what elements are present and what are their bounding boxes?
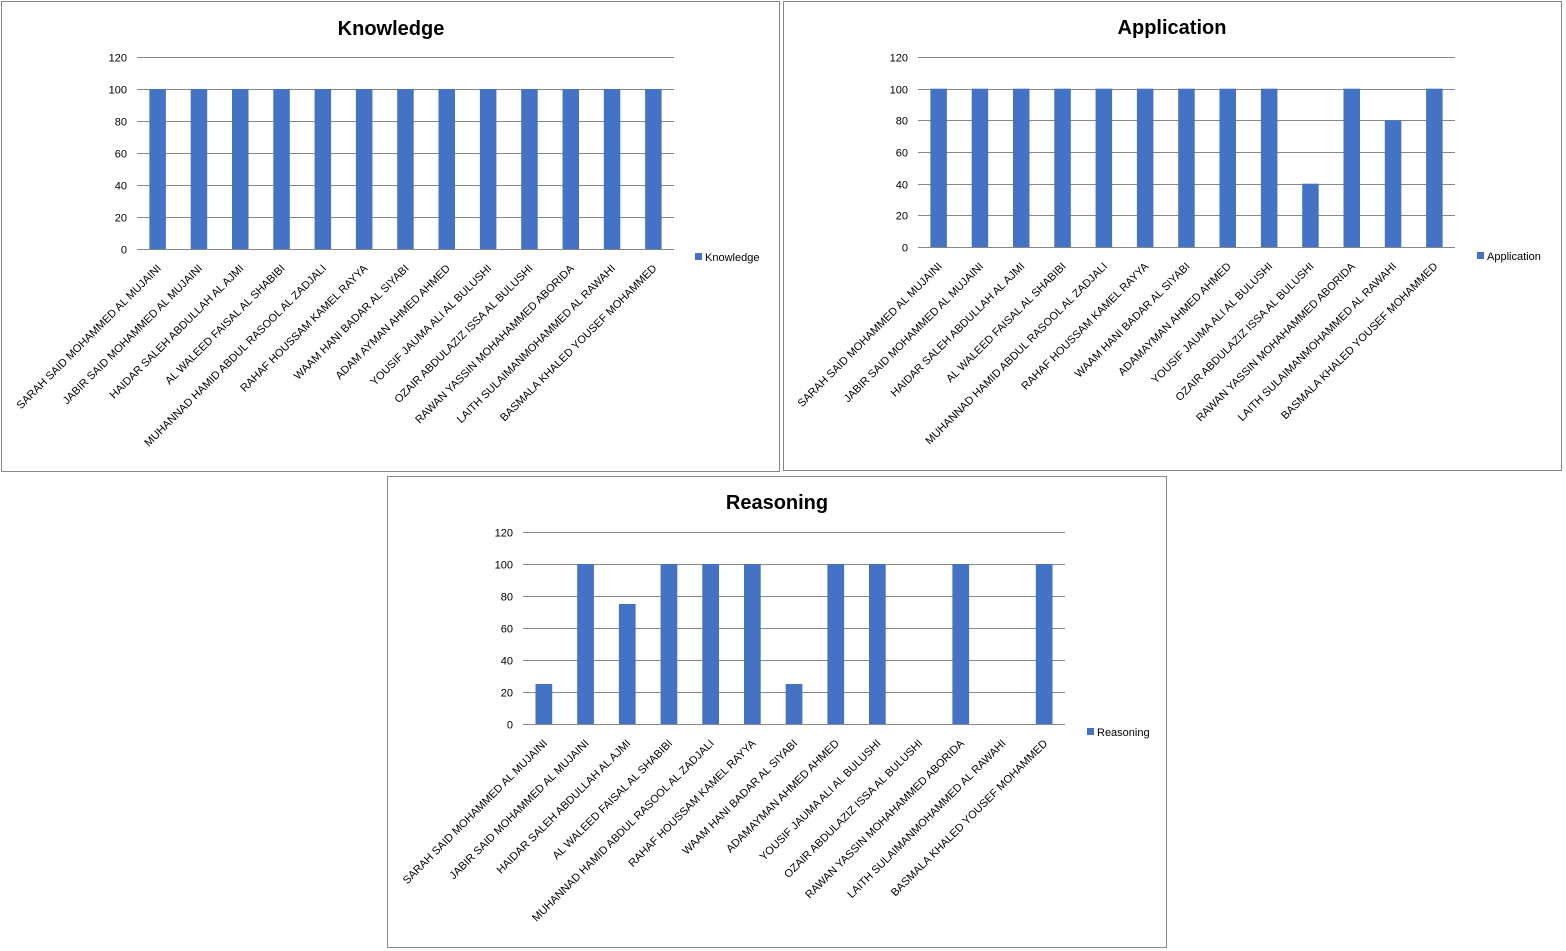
knowledge-legend-label: Knowledge [705, 252, 759, 264]
knowledge-bar [273, 89, 290, 249]
knowledge-ytick-label: 0 [121, 245, 127, 257]
knowledge-chart-panel: Knowledge 0 20 40 60 80 100 120 SARAH SAID MOHA… [1, 1, 780, 472]
reasoning-category-label: LAITH SULAIMANMOHAMMED AL RAWAHI [845, 738, 1008, 901]
application-chart-svg: Application 0 20 40 60 80 100 120 SARAH SAID MO… [796, 17, 1541, 447]
knowledge-bar [603, 89, 621, 249]
reasoning-ytick-label: 0 [507, 720, 513, 732]
reasoning-bar [869, 564, 886, 724]
knowledge-bar [521, 89, 538, 249]
knowledge-bar [562, 89, 579, 249]
reasoning-bar [535, 684, 553, 724]
reasoning-bar [618, 604, 636, 724]
knowledge-bar [645, 89, 662, 249]
reasoning-ytick-label: 120 [495, 528, 513, 540]
knowledge-ytick-label: 40 [115, 181, 127, 193]
knowledge-chart-title: Knowledge [338, 18, 445, 40]
reasoning-bar [952, 564, 970, 724]
reasoning-bar [785, 684, 803, 724]
application-bar [1343, 88, 1360, 247]
reasoning-ytick-label: 80 [501, 592, 513, 604]
application-bar [1260, 88, 1278, 247]
reasoning-category-label: SARAH SAID MOHAMMED AL MUJAINI [401, 738, 550, 887]
knowledge-bar [355, 89, 373, 249]
application-category-label: SARAH SAID MOHAMMED AL MUJAINI [796, 261, 945, 410]
application-category-label: LAITH SULAIMANMOHAMMED AL RAWAHI [1236, 261, 1399, 424]
application-ytick-label: 40 [896, 180, 908, 192]
reasoning-legend-label: Reasoning [1097, 727, 1150, 739]
reasoning-ytick-label: 20 [501, 688, 513, 700]
application-bar [1136, 88, 1154, 247]
knowledge-ytick-label: 100 [109, 85, 127, 97]
application-chart-title: Application [1118, 17, 1227, 39]
knowledge-legend-key [695, 253, 702, 260]
application-bar [1384, 120, 1402, 247]
knowledge-bar [190, 89, 208, 249]
application-bar [1302, 183, 1319, 247]
reasoning-bar [1035, 564, 1053, 724]
reasoning-bar [744, 564, 761, 724]
application-category-label: BASMALA KHALED YOUSEF MOHAMMED [1279, 261, 1440, 422]
knowledge-category-label: RAWAN YASSIN MOHAHAMMED ABORIDA [413, 262, 577, 426]
application-bar [1219, 88, 1236, 247]
reasoning-chart-svg: Reasoning 0 20 40 60 80 100 120 SARAH SAID MOHA… [401, 492, 1150, 924]
reasoning-bar [827, 564, 845, 724]
knowledge-category-label: LAITH SULAIMANMOHAMMED AL RAWAHI [455, 263, 618, 426]
knowledge-bar [438, 89, 455, 249]
application-legend-label: Application [1487, 251, 1541, 263]
knowledge-bar [149, 89, 166, 249]
knowledge-bar [397, 89, 414, 249]
application-bar [1013, 88, 1030, 247]
reasoning-ytick-label: 100 [495, 560, 513, 572]
application-category-label: RAWAN YASSIN MOHAHAMMED ABORIDA [1194, 260, 1358, 424]
reasoning-chart-panel: Reasoning 0 20 40 60 80 100 120 SARAH SAID MOHA… [387, 476, 1167, 948]
knowledge-bar [314, 89, 332, 249]
knowledge-bar [232, 89, 249, 249]
knowledge-ytick-label: 20 [115, 213, 127, 225]
knowledge-chart-svg: Knowledge 0 20 40 60 80 100 120 SARAH SAID MOHA… [15, 18, 760, 449]
reasoning-bar [702, 564, 719, 724]
reasoning-ytick-label: 40 [501, 656, 513, 668]
application-bar [930, 88, 947, 247]
knowledge-category-label: BASMALA KHALED YOUSEF MOHAMMED [498, 263, 659, 424]
application-bar [1178, 88, 1195, 247]
knowledge-category-label: SARAH SAID MOHAMMED AL MUJAINI [15, 263, 164, 412]
application-ytick-label: 100 [890, 85, 908, 97]
reasoning-bar [660, 564, 678, 724]
reasoning-category-label: BASMALA KHALED YOUSEF MOHAMMED [889, 738, 1050, 899]
knowledge-ytick-label: 80 [115, 117, 127, 129]
knowledge-bar [479, 89, 497, 249]
application-bar [1095, 88, 1113, 247]
application-ytick-label: 120 [890, 53, 908, 65]
application-bar [971, 88, 989, 247]
application-ytick-label: 80 [896, 116, 908, 128]
application-bar [1426, 88, 1443, 247]
reasoning-bar [577, 564, 594, 724]
application-chart-panel: Application 0 20 40 60 80 100 120 SARAH SAID MO… [783, 1, 1562, 471]
knowledge-ytick-label: 120 [109, 53, 127, 65]
reasoning-category-label: RAWAN YASSIN MOHAHAMMED ABORIDA [803, 737, 967, 901]
application-legend-key [1477, 252, 1484, 259]
knowledge-ytick-label: 60 [115, 149, 127, 161]
application-bar [1054, 88, 1071, 247]
application-ytick-label: 0 [902, 243, 908, 255]
reasoning-ytick-label: 60 [501, 624, 513, 636]
application-ytick-label: 60 [896, 148, 908, 160]
reasoning-legend-key [1087, 728, 1094, 735]
application-ytick-label: 20 [896, 211, 908, 223]
reasoning-chart-title: Reasoning [726, 492, 828, 514]
